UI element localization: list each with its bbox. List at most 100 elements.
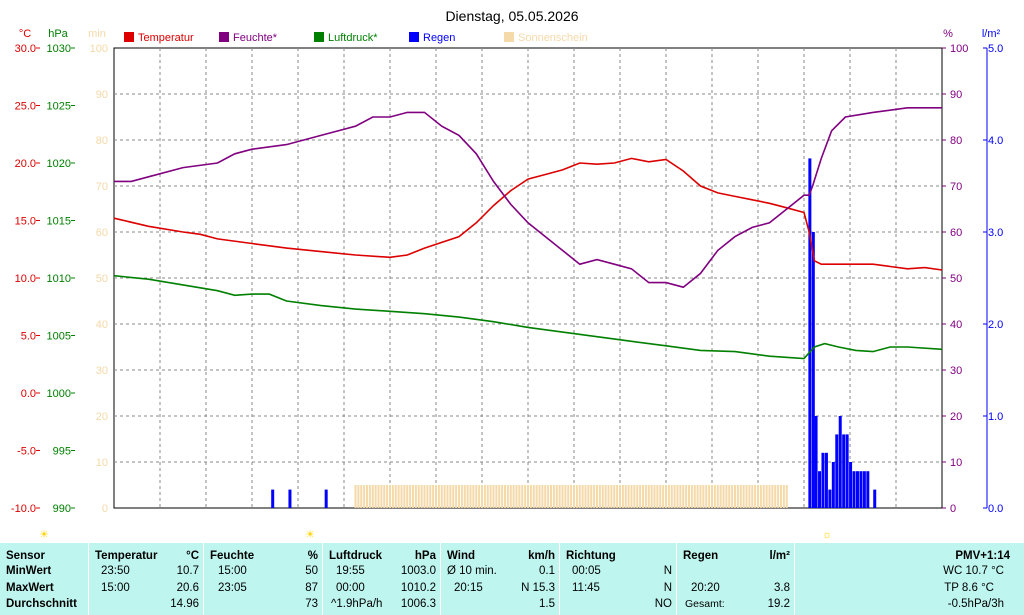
rain-bar: [324, 489, 328, 508]
stats-wind-min: 0.1: [539, 565, 555, 577]
sunshine-bar: [564, 485, 567, 508]
sunshine-bar: [529, 485, 532, 508]
sunshine-bar: [446, 485, 449, 508]
stats-dir-max: N: [663, 582, 672, 594]
stats-col-temperatur: Temperatur °C 23:50 10.7 15:00 20.6 14.96: [89, 543, 203, 615]
sunshine-bar: [394, 485, 397, 508]
sunshine-bar: [435, 485, 437, 508]
rain-bar: [866, 471, 870, 508]
sunshine-bar: [377, 485, 380, 508]
sunshine-bar: [391, 485, 394, 508]
legend-swatch-luftdruck: [314, 32, 324, 42]
stats-pmv-tp: TP 8.6 °C: [944, 582, 994, 594]
sunshine-bar: [495, 485, 498, 508]
stats-temp-label: Temperatur: [95, 550, 158, 562]
stats-temp-min: 10.7: [176, 565, 199, 577]
sunshine-bar: [777, 485, 780, 508]
sunshine-bar: [380, 485, 383, 508]
sunshine-bar: [601, 485, 604, 508]
rain-bar: [845, 434, 849, 508]
rain-bar: [852, 471, 856, 508]
humidity-tick-label: 40: [950, 319, 962, 331]
sunshine-bar: [685, 485, 688, 508]
rain-bar: [842, 434, 846, 508]
sunshine-bar: [538, 485, 541, 508]
legend-label-temperatur: Temperatur: [138, 32, 194, 44]
pressure-axis-unit: hPa: [48, 28, 68, 40]
stats-dir-min-time: 00:05: [572, 565, 601, 577]
stats-temp-min-time: 23:50: [101, 565, 130, 577]
sunshine-bar: [406, 485, 409, 508]
stats-rain-total-label: Gesamt:: [685, 598, 725, 610]
sunshine-tick-label: 0: [102, 503, 108, 515]
sunshine-bar: [627, 485, 630, 508]
legend-swatch-feuchte: [219, 32, 229, 42]
sunshine-bar: [409, 485, 412, 508]
sunshine-bar: [492, 485, 495, 508]
chart-title: Dienstag, 05.05.2026: [445, 8, 578, 24]
sunshine-bar: [624, 485, 627, 508]
sunshine-bar: [547, 485, 550, 508]
rain-bar: [828, 489, 832, 508]
humidity-tick-label: 0: [950, 503, 956, 515]
humidity-axis-unit: %: [943, 28, 953, 40]
sunshine-bar: [647, 485, 650, 508]
sunshine-bar: [524, 485, 527, 508]
sunshine-bar: [481, 485, 483, 508]
sunshine-bar: [670, 485, 673, 508]
sunshine-bar: [544, 485, 547, 508]
humidity-tick-label: 20: [950, 411, 962, 423]
temp-tick-label: 25.0: [15, 101, 36, 113]
sunshine-bar: [386, 485, 389, 508]
sunshine-bar: [432, 485, 435, 508]
sunshine-bar: [590, 485, 593, 508]
stats-dir-avg: NO: [654, 598, 672, 610]
sunshine-bar: [699, 485, 702, 508]
rain-bar: [821, 452, 825, 508]
sunshine-bar: [512, 485, 515, 508]
temp-axis: 30.0 25.0 20.0 15.0 10.0 5.0 0.0 -5.0 -10.0: [11, 43, 40, 515]
temp-tick-label: 30.0: [15, 43, 36, 55]
rain-bar: [835, 434, 839, 508]
sunshine-bar: [561, 485, 564, 508]
sunshine-bar: [570, 485, 573, 508]
sunshine-bar: [578, 485, 581, 508]
temp-tick-label: 10.0: [15, 273, 36, 285]
sunshine-bar: [429, 485, 432, 508]
rain-tick-label: 3.0: [988, 227, 1003, 239]
stats-rain-unit: l/m²: [769, 550, 790, 562]
sunshine-bar: [713, 485, 716, 508]
series-line-feuchte: [114, 107, 942, 289]
rain-bars: [271, 158, 877, 508]
sunshine-bar: [515, 485, 518, 508]
sunshine-bar: [739, 485, 742, 508]
sunshine-tick-label: 10: [96, 457, 108, 469]
pressure-tick-label: 1015: [47, 216, 71, 228]
sunshine-bar: [728, 485, 731, 508]
stats-pmv-label: PMV+1:14: [955, 550, 1010, 562]
sunshine-tick-label: 30: [96, 365, 108, 377]
stats-temp-max: 20.6: [176, 582, 199, 594]
temp-tick-label: -5.0: [17, 446, 36, 458]
sunshine-bar: [736, 485, 739, 508]
temp-tick-label: 20.0: [15, 158, 36, 170]
sunshine-bar: [412, 485, 414, 508]
humidity-tick-label: 70: [950, 181, 962, 193]
weather-chart: Dienstag, 05.05.2026 °C hPa min % l/m² T…: [11, 8, 1003, 540]
sunshine-bar: [414, 485, 417, 508]
stats-sensor-label: Sensor: [6, 550, 45, 562]
sunshine-tick-label: 20: [96, 411, 108, 423]
stats-col-sensor: Sensor MinWert MaxWert Durchschnitt: [0, 543, 88, 615]
stats-pmv-wc: WC 10.7 °C: [943, 565, 1004, 577]
stats-hum-max-time: 23:05: [218, 582, 247, 594]
rain-bar: [855, 471, 859, 508]
pressure-tick-label: 1000: [47, 388, 71, 400]
rain-bar: [859, 471, 863, 508]
sunshine-bar: [785, 485, 788, 508]
sunshine-bar: [374, 485, 377, 508]
humidity-tick-label: 60: [950, 227, 962, 239]
grid: [114, 48, 942, 508]
stats-wind-max: N 15.3: [521, 582, 555, 594]
sunshine-bar: [596, 485, 598, 508]
